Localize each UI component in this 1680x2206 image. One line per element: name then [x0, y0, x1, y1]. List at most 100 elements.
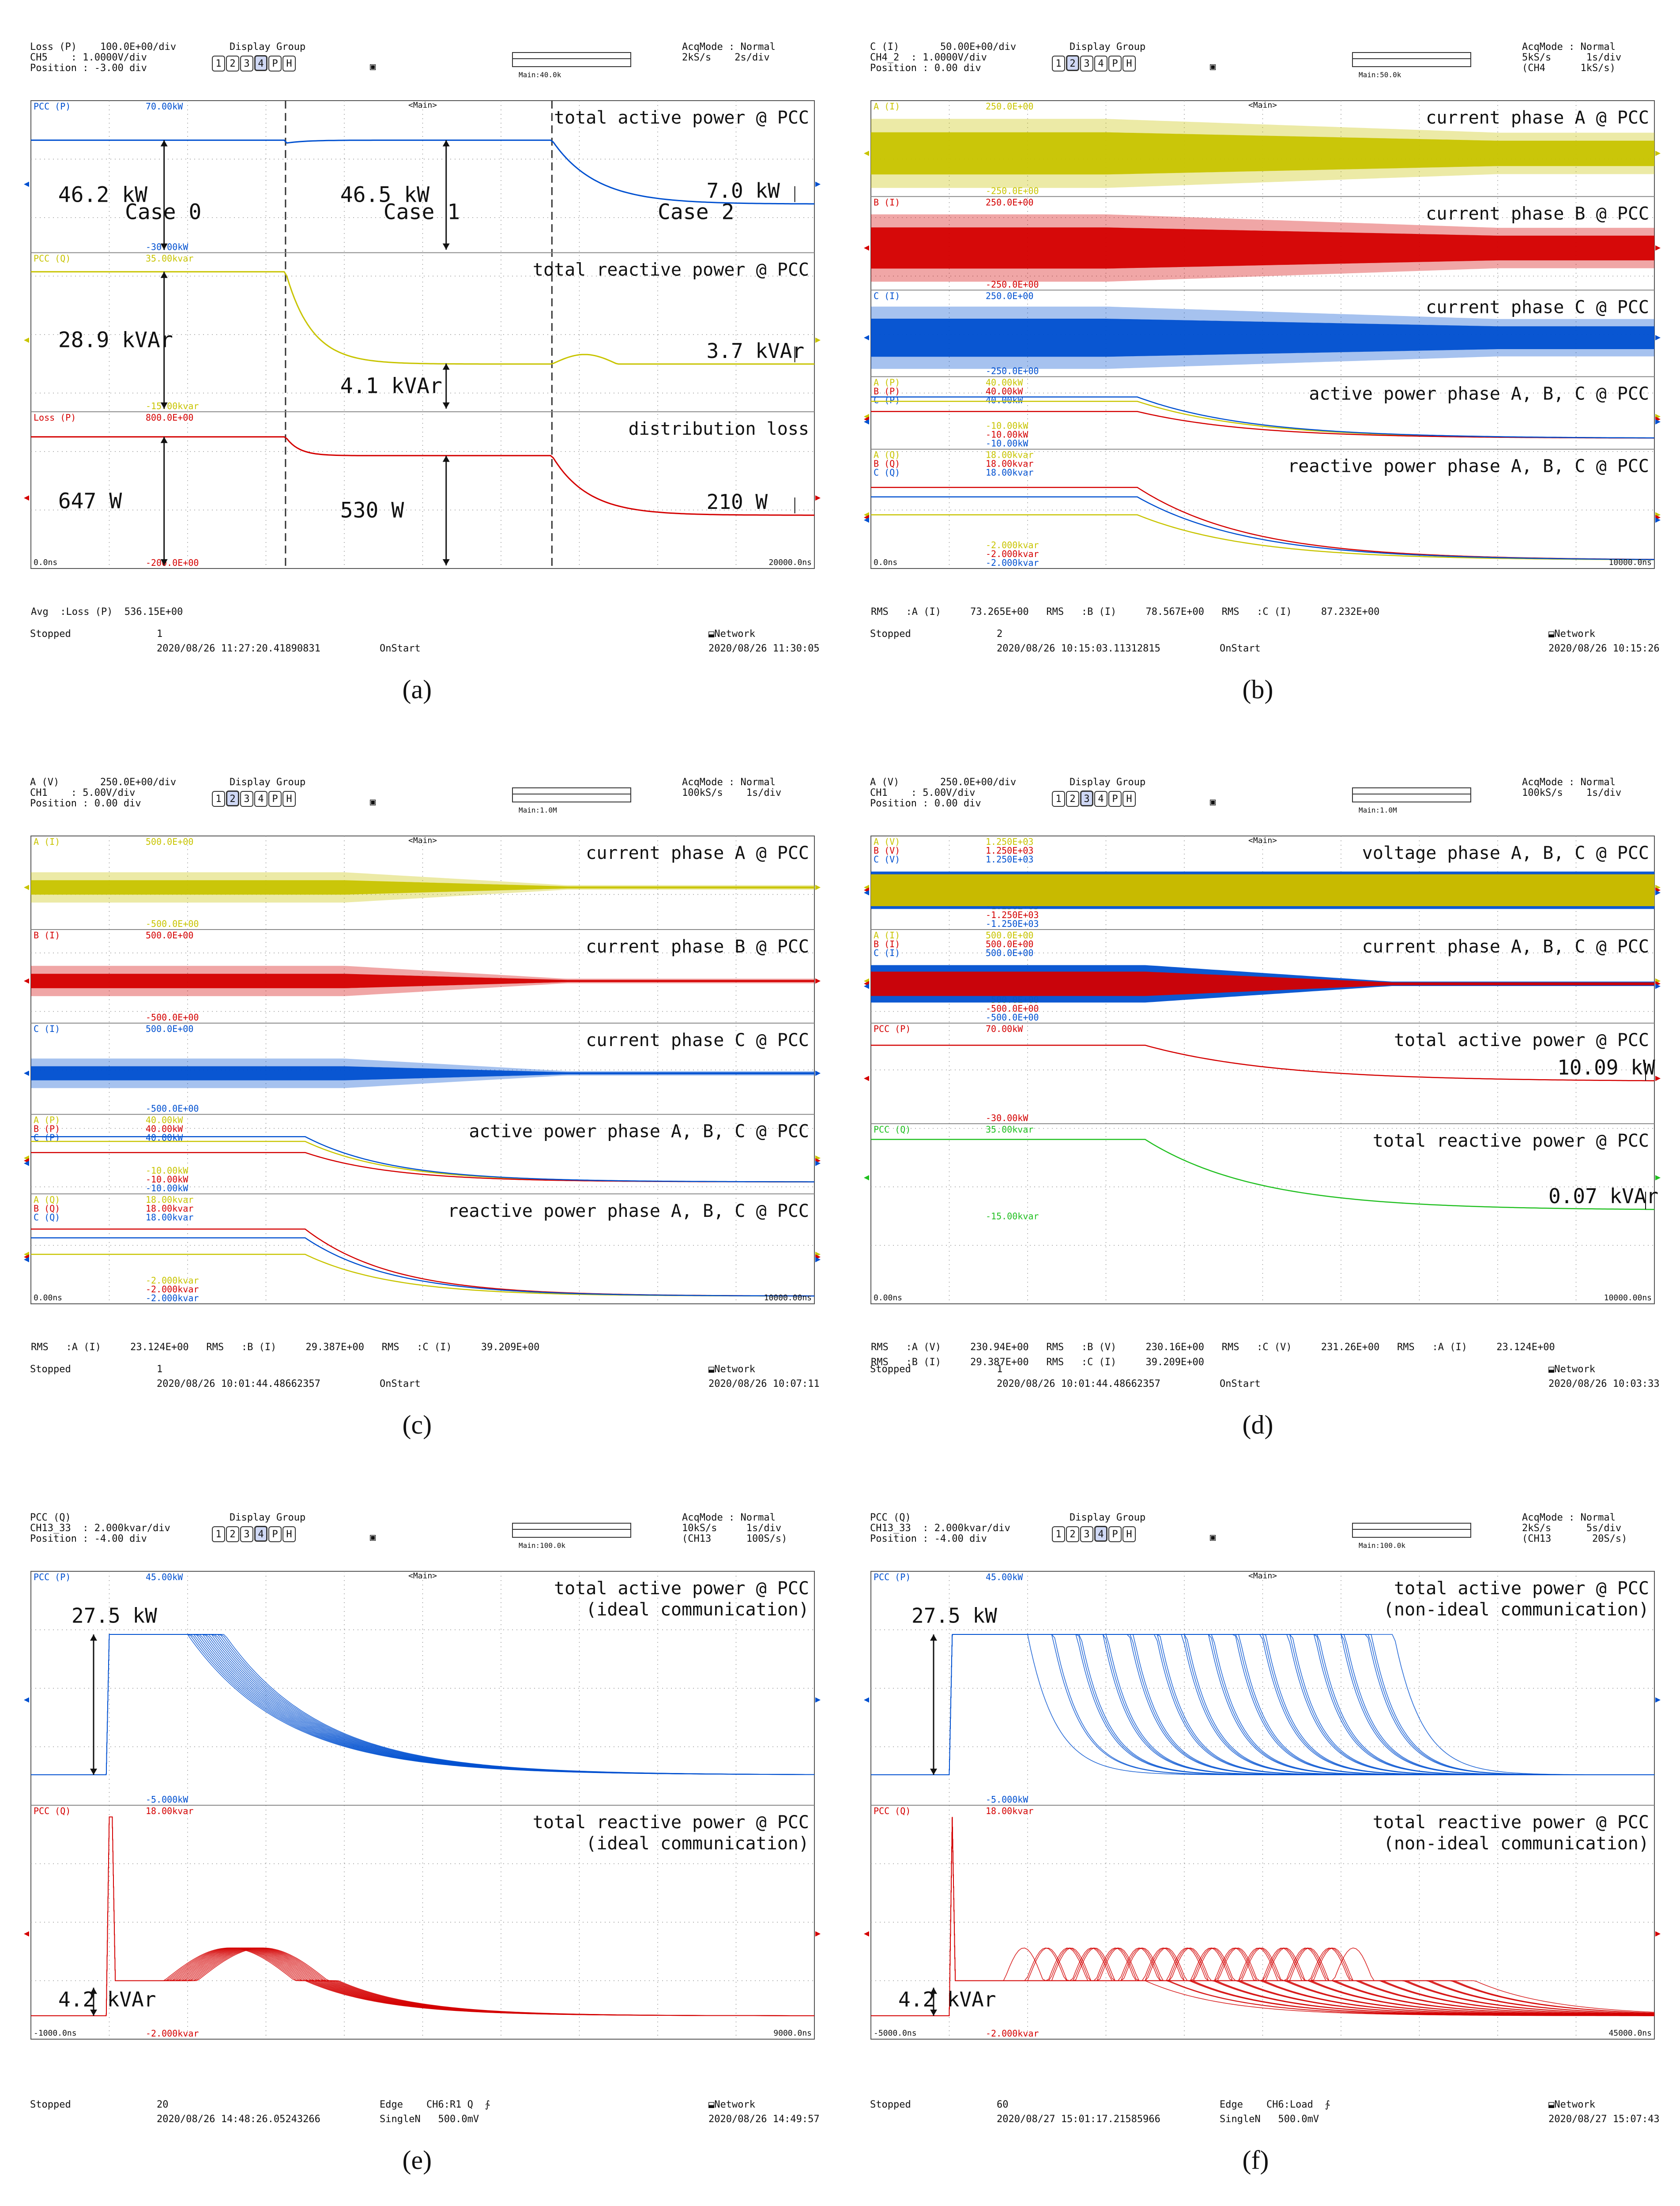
annotation-arrow-tail	[442, 402, 450, 409]
strip-label: voltage phase A, B, C @ PCC	[1362, 843, 1649, 863]
annotation-arrow-tail	[930, 1769, 937, 1775]
trigger-position-bar	[512, 52, 631, 67]
channel-name: C (I)	[34, 1024, 60, 1034]
display-group-button-2[interactable]: 2	[226, 791, 239, 806]
channel-name: C (Q)	[34, 1212, 60, 1223]
channel-marker	[864, 1931, 869, 1937]
display-group-button-1[interactable]: 1	[212, 1526, 225, 1542]
display-group-button-2[interactable]: 2	[226, 56, 239, 72]
display-group-button-4[interactable]: 4	[1094, 56, 1107, 72]
time-right: 10000.0ns	[1608, 558, 1652, 567]
header-l2: CH1 : 5.00V/div	[30, 787, 136, 798]
annotation-text: 28.9 kVAr	[58, 328, 173, 353]
channel-name: PCC (P)	[874, 1572, 911, 1582]
display-group-button-4[interactable]: 4	[254, 55, 267, 71]
annotation-text: 4.2 kVAr	[898, 1988, 996, 2011]
display-group-button-1[interactable]: 1	[212, 56, 225, 72]
display-group-button-H[interactable]: H	[283, 56, 296, 72]
channel-marker	[1655, 517, 1661, 523]
network-status: ⬓Network	[708, 2100, 755, 2110]
scope-icon: ▣	[1210, 1532, 1216, 1543]
channel-marker	[1655, 890, 1661, 896]
channel-marker	[1655, 1697, 1661, 1703]
strip-label-2: (non-ideal communication)	[1383, 1833, 1649, 1854]
display-group-button-H[interactable]: H	[1123, 1526, 1136, 1542]
channel-bottom-scale: -10.00kW	[146, 1174, 188, 1185]
annotation-arrow-head	[160, 271, 168, 278]
scope-icon: ▣	[370, 797, 376, 808]
display-group-button-2[interactable]: 2	[1066, 791, 1079, 807]
display-group-button-P[interactable]: P	[268, 791, 282, 807]
trigger-position-line	[513, 58, 630, 59]
header-l2: CH13_33 : 2.000kvar/div	[870, 1523, 1010, 1534]
channel-name: A (I)	[34, 836, 60, 847]
display-group-button-4[interactable]: 4	[1094, 1526, 1107, 1542]
network-status: ⬓Network	[708, 1364, 755, 1375]
channel-top-scale: 18.00kvar	[986, 450, 1033, 460]
display-group-button-3[interactable]: 3	[240, 56, 253, 72]
trigger-mode: OnStart	[1220, 643, 1261, 654]
annotation-arrow-head	[90, 1988, 97, 1994]
display-group-button-1[interactable]: 1	[212, 791, 225, 807]
display-group-button-2[interactable]: 2	[1066, 55, 1079, 71]
header-l1: A (V) 250.0E+00/div	[30, 777, 177, 788]
annotation-arrow-tail	[930, 2010, 937, 2016]
display-group-button-P[interactable]: P	[1108, 1526, 1122, 1542]
plot-area-d: <Main> A (V) 1.250E+03 -1.250E+03 B (V) 1.250…	[864, 836, 1661, 1304]
display-group-button-3[interactable]: 3	[1080, 1526, 1093, 1542]
display-group-button-1[interactable]: 1	[1052, 1526, 1065, 1542]
scope-panel-e: PCC (Q) CH13_33 : 2.000kvar/div Position :…	[0, 1471, 840, 2206]
display-group-button-4[interactable]: 4	[254, 791, 267, 807]
display-group-button-H[interactable]: H	[1123, 791, 1136, 807]
annotation-text: 530 W	[340, 498, 404, 523]
display-group-button-P[interactable]: P	[268, 1526, 282, 1542]
current-envelope	[871, 319, 1654, 357]
plot-center-label: <Main>	[408, 101, 437, 110]
channel-marker	[864, 983, 869, 989]
annotation-text: 0.07 kVAr	[1548, 1184, 1658, 1208]
annotation-arrow-tail	[90, 2010, 97, 2016]
display-group-button-2[interactable]: 2	[1066, 1526, 1079, 1542]
display-group-button-1[interactable]: 1	[1052, 56, 1065, 72]
display-group-button-3[interactable]: 3	[1080, 56, 1093, 72]
channel-name: PCC (Q)	[34, 1806, 71, 1816]
phase-trace	[871, 496, 1655, 560]
display-group-button-H[interactable]: H	[283, 1526, 296, 1542]
display-group-button-H[interactable]: H	[1123, 56, 1136, 72]
display-group-button-P[interactable]: P	[268, 56, 282, 72]
channel-top-scale: 500.0E+00	[986, 930, 1033, 941]
channel-top-scale: 800.0E+00	[146, 412, 193, 423]
channel-marker	[864, 151, 869, 156]
panel-caption: (e)	[402, 2146, 432, 2175]
channel-marker	[864, 890, 869, 896]
channel-name: C (Q)	[874, 467, 900, 478]
panel-caption: (a)	[402, 675, 432, 704]
channel-bottom-scale: -250.0E+00	[986, 185, 1039, 196]
display-group-button-3[interactable]: 3	[240, 791, 253, 807]
channel-top-scale: 45.00kW	[146, 1572, 183, 1582]
trigger-position-bar	[512, 1523, 631, 1538]
display-group-button-P[interactable]: P	[1108, 56, 1122, 72]
header-r2: 100kS/s 1s/div	[1522, 787, 1622, 798]
header-l3: Position : 0.00 div	[870, 63, 981, 74]
plot-center-label: <Main>	[1248, 1571, 1277, 1581]
strip-label: reactive power phase A, B, C @ PCC	[448, 1201, 809, 1221]
annotation-arrow-head	[930, 1634, 937, 1641]
channel-top-scale: 18.00kvar	[986, 459, 1033, 469]
display-group-button-3[interactable]: 3	[240, 1526, 253, 1542]
display-group-button-2[interactable]: 2	[226, 1526, 239, 1542]
channel-bottom-scale: -500.0E+00	[146, 1012, 199, 1023]
display-group-button-1[interactable]: 1	[1052, 791, 1065, 807]
display-group-button-4[interactable]: 4	[254, 1526, 267, 1542]
display-group-button-3[interactable]: 3	[1080, 791, 1093, 806]
phase-trace	[871, 514, 1655, 561]
annotation-arrow-head	[442, 456, 450, 462]
strip-label: total active power @ PCC	[554, 1578, 809, 1599]
channel-top-scale: 35.00kvar	[986, 1124, 1033, 1135]
display-group-button-P[interactable]: P	[1108, 791, 1122, 807]
channel-marker	[815, 1931, 821, 1937]
display-group-button-4[interactable]: 4	[1094, 791, 1107, 807]
display-group-button-H[interactable]: H	[283, 791, 296, 807]
